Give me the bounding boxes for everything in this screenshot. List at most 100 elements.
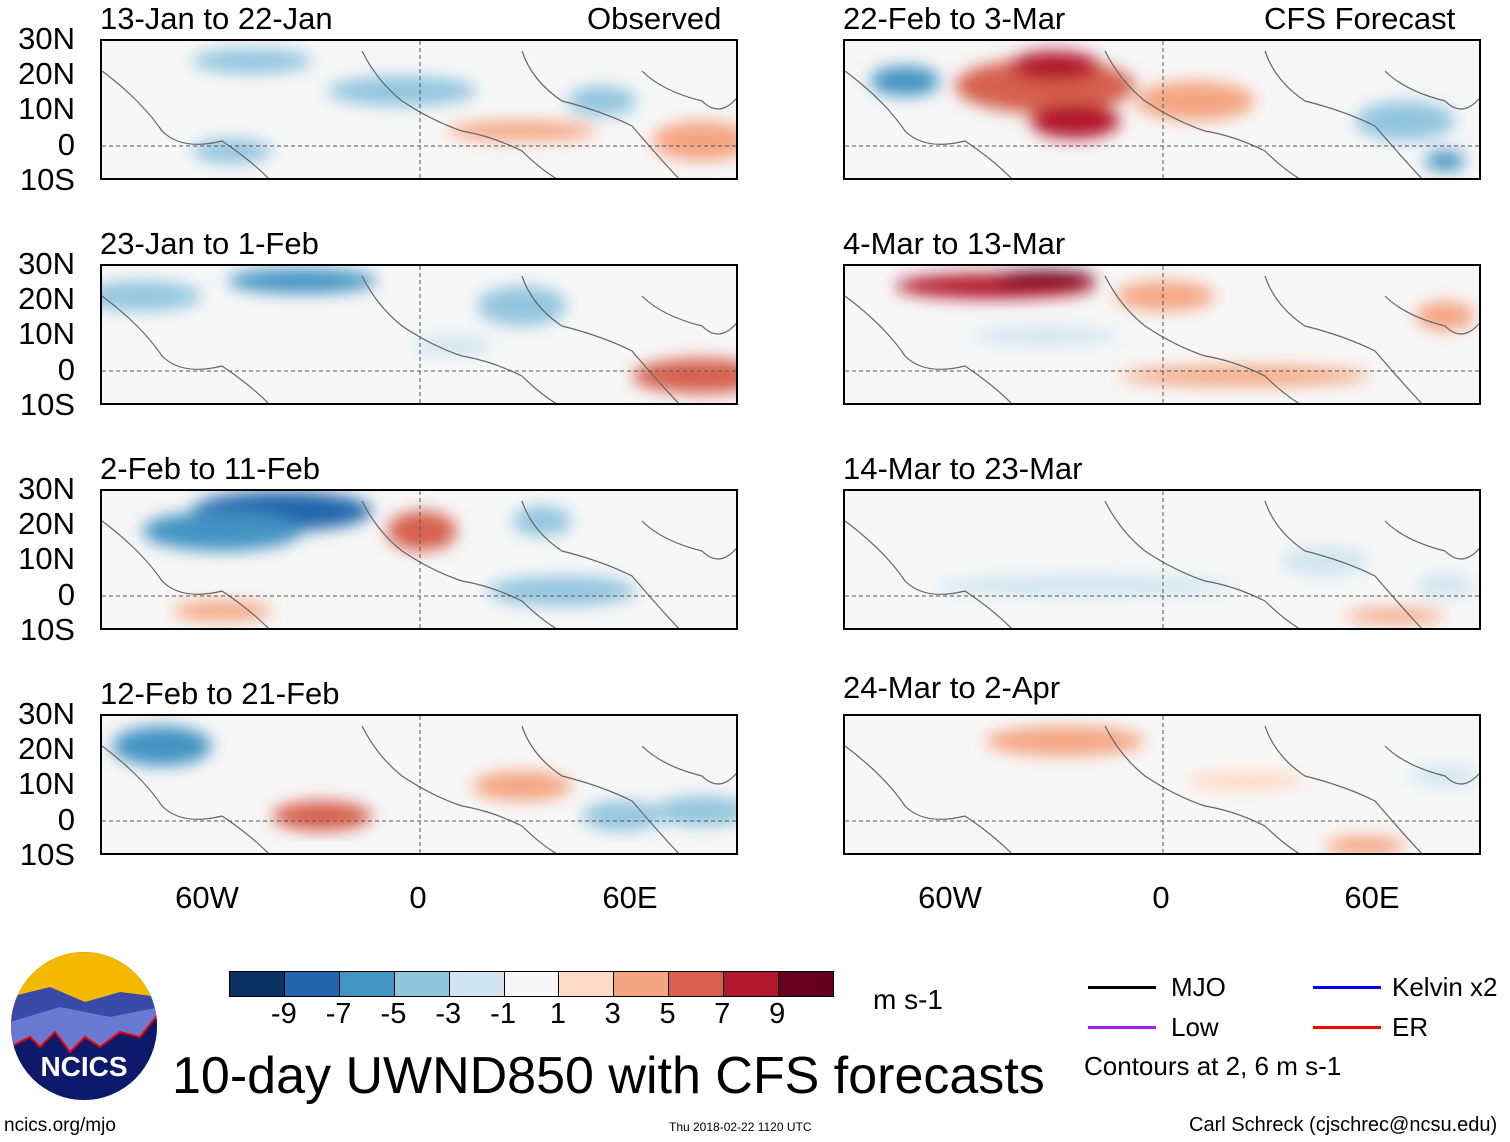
colorbar-tick-label: -3 <box>435 998 462 1030</box>
map-panel <box>843 264 1481 405</box>
colorbar-swatch <box>614 972 670 996</box>
figure-title: 10-day UWND850 with CFS forecasts <box>172 1047 1045 1105</box>
anomaly-region <box>412 336 492 356</box>
map-panel <box>100 264 738 405</box>
anomaly-region <box>102 281 202 311</box>
lat-label: 10N <box>18 766 75 802</box>
coastline <box>102 50 736 178</box>
anomaly-region <box>1280 546 1370 576</box>
colorbar-swatch <box>724 972 780 996</box>
anomaly-region <box>472 771 572 801</box>
anomaly-region <box>1120 366 1370 386</box>
colorbar-tick-label: 9 <box>769 998 786 1030</box>
lat-label: 10S <box>19 611 75 647</box>
colorbar-tick-label: 7 <box>714 998 731 1030</box>
lat-label: 20N <box>18 731 75 767</box>
anomaly-region <box>477 286 567 326</box>
legend-line-mjo <box>1088 986 1156 989</box>
logo-text: NCICS <box>40 1051 127 1082</box>
panel-title: 14-Mar to 23-Mar <box>843 451 1083 486</box>
anomaly-region <box>1135 81 1255 121</box>
contour-note: Contours at 2, 6 m s-1 <box>1084 1051 1342 1081</box>
colorbar-tick-label: -9 <box>270 998 297 1030</box>
anomaly-region <box>970 327 1120 345</box>
panel-title: 23-Jan to 1-Feb <box>100 226 319 261</box>
anomaly-region <box>227 268 377 294</box>
panel-title: 12-Feb to 21-Feb <box>100 676 340 711</box>
coastline <box>845 500 1479 628</box>
anomaly-region <box>1010 51 1100 81</box>
anomaly-region <box>192 138 272 164</box>
anomaly-region <box>1185 771 1305 791</box>
colorbar-swatch <box>284 972 340 996</box>
lat-label: 10N <box>18 316 75 352</box>
map-panel <box>843 39 1481 180</box>
lon-label: 60W <box>918 880 982 915</box>
lat-label: 0 <box>57 126 75 162</box>
anomaly-region <box>652 796 736 826</box>
ncics-logo: NCICS <box>11 952 157 1100</box>
anomaly-region <box>1030 103 1120 139</box>
colorbar-tick-label: -7 <box>325 998 352 1030</box>
lat-label: 30N <box>18 696 75 731</box>
anomaly-region <box>327 76 477 106</box>
coastline <box>102 725 736 853</box>
lat-label: 0 <box>57 801 75 837</box>
anomaly-region <box>1355 101 1455 141</box>
lat-label: 30N <box>18 246 75 281</box>
colorbar-swatch <box>559 972 615 996</box>
colorbar-swatch <box>394 972 450 996</box>
anomaly-region <box>1425 151 1465 171</box>
anomaly-region <box>567 86 637 116</box>
anomaly-region <box>192 48 312 74</box>
lon-label: 0 <box>1152 880 1170 915</box>
colorbar-tick-label: -5 <box>380 998 407 1030</box>
legend-label-er: ER <box>1392 1012 1429 1042</box>
lat-label: 0 <box>57 351 75 387</box>
legend-label-kelvin: Kelvin x2 <box>1392 972 1498 1002</box>
colorbar-units: m s-1 <box>873 984 943 1015</box>
anomaly-region <box>142 511 302 551</box>
legend-label-mjo: MJO <box>1171 972 1226 1002</box>
observed-label: Observed <box>587 1 722 36</box>
forecast-label: CFS Forecast <box>1264 1 1456 36</box>
lat-label: 10N <box>18 91 75 127</box>
anomaly-region <box>985 726 1145 756</box>
website-link[interactable]: ncics.org/mjo <box>4 1115 116 1136</box>
lat-label: 10S <box>19 836 75 872</box>
author: Carl Schreck (cjschrec@ncsu.edu) <box>1189 1114 1498 1136</box>
lat-label: 20N <box>18 281 75 317</box>
anomaly-region <box>870 66 940 96</box>
anomaly-region <box>272 801 372 831</box>
colorbar-tick-label: 1 <box>549 998 566 1030</box>
colorbar-swatch <box>504 972 560 996</box>
colorbar-tick-label: 3 <box>604 998 621 1030</box>
anomaly-region <box>387 511 457 551</box>
anomaly-region <box>1415 301 1475 331</box>
legend-label-low: Low <box>1171 1012 1219 1042</box>
legend-line-low <box>1088 1026 1156 1029</box>
anomaly-region <box>582 801 662 831</box>
anomaly-region <box>652 121 736 161</box>
anomaly-region <box>935 575 1235 597</box>
lon-label: 60E <box>1344 880 1400 915</box>
colorbar-tick-label: 5 <box>659 998 676 1030</box>
map-panel <box>843 489 1481 630</box>
anomaly-region <box>1345 608 1445 624</box>
anomaly-region <box>172 601 272 621</box>
panel-title: 4-Mar to 13-Mar <box>843 226 1066 261</box>
lat-label: 10S <box>19 161 75 197</box>
colorbar-swatch <box>230 972 285 996</box>
lat-label: 10S <box>19 386 75 422</box>
colorbar-tick-label: -1 <box>490 998 516 1030</box>
anomaly-region <box>1325 836 1405 853</box>
anomaly-region <box>1115 281 1215 311</box>
coastline <box>845 725 1479 853</box>
anomaly-region <box>112 726 212 766</box>
panel-title: 24-Mar to 2-Apr <box>843 670 1061 705</box>
anomaly-region <box>487 576 637 606</box>
anomaly-region <box>995 270 1095 286</box>
lat-label: 30N <box>18 471 75 506</box>
panel-title: 22-Feb to 3-Mar <box>843 1 1066 36</box>
